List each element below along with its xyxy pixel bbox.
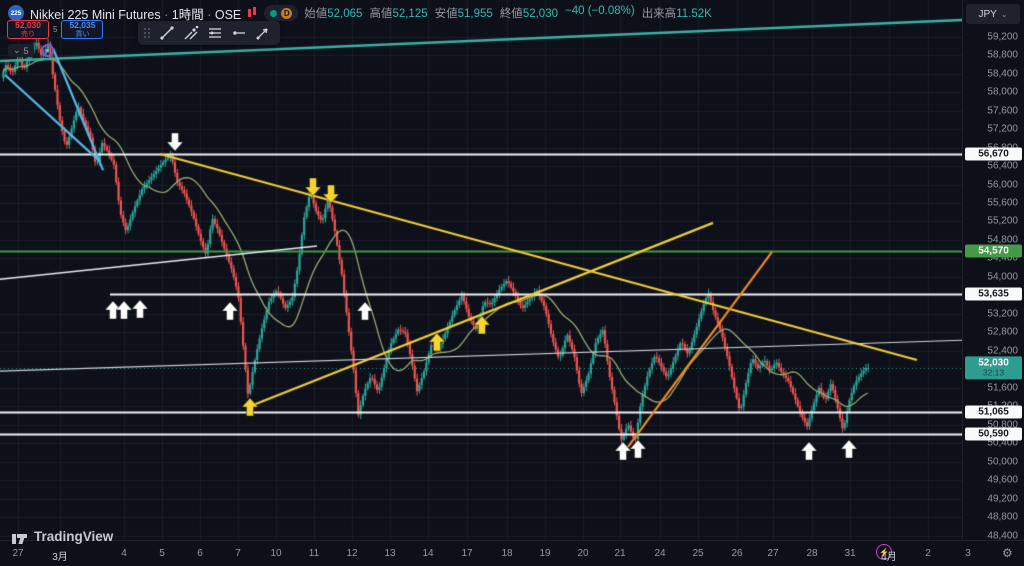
open-value: 52,065 <box>327 8 363 20</box>
price-tick-label: 52,400 <box>987 345 1018 357</box>
price-tick-label: 52,800 <box>987 326 1018 338</box>
trend-angle-tool[interactable] <box>180 23 202 43</box>
price-tick-label: 54,800 <box>987 234 1018 246</box>
exchange-label: OSE <box>214 7 242 22</box>
time-tick-label: 20 <box>577 548 589 559</box>
time-tick-label: 28 <box>806 548 818 559</box>
price-level-label: 54,570 <box>965 244 1022 258</box>
time-axis[interactable]: ⚡ ⚙ 27 3月 4 5 6 7 10 11 12 13 14 17 18 19 20 21 24 25 26 27… <box>0 540 1024 566</box>
price-tick-label: 48,800 <box>987 511 1018 523</box>
price-level-label: 50,590 <box>965 427 1022 441</box>
lightning-mode-button[interactable]: ⚡ <box>876 544 892 560</box>
time-tick-label: 26 <box>731 548 743 559</box>
price-tick-label: 49,200 <box>987 493 1018 505</box>
currency-selector[interactable]: JPY ⌄ <box>966 4 1020 24</box>
time-tick-label: 2 <box>925 548 931 559</box>
volume-value: 11.52K <box>676 8 712 20</box>
data-status-pill[interactable]: D <box>264 5 299 21</box>
symbol-title[interactable]: Nikkei 225 Mini Futures · 1時間 · OSE <box>30 7 242 22</box>
time-tick-label: 7 <box>235 548 241 559</box>
interval-label: 1時間 <box>171 7 204 22</box>
indicator-icon[interactable] <box>40 44 54 57</box>
price-level-label: 51,065 <box>965 405 1022 419</box>
price-tick-label: 48,400 <box>987 530 1018 542</box>
price-tick-label: 57,600 <box>987 105 1018 117</box>
price-tick-label: 56,000 <box>987 179 1018 191</box>
time-tick-label: 14 <box>422 548 434 559</box>
price-tick-label: 53,200 <box>987 308 1018 320</box>
price-tick-label: 50,800 <box>987 419 1018 431</box>
price-tick-label: 54,400 <box>987 252 1018 264</box>
time-tick-label: 21 <box>614 548 626 559</box>
symbol-legend: 225 Nikkei 225 Mini Futures · 1時間 · OSE … <box>8 4 712 22</box>
realtime-dot-icon <box>270 9 278 17</box>
price-tick-label: 59,200 <box>987 31 1018 43</box>
time-tick-label: 17 <box>461 548 473 559</box>
price-tick-label: 58,000 <box>987 86 1018 98</box>
price-tick-label: 55,200 <box>987 215 1018 227</box>
price-level-label: 56,670 <box>965 147 1022 161</box>
close-value: 52,030 <box>522 8 558 20</box>
price-tick-label: 56,400 <box>987 160 1018 172</box>
time-tick-label: 19 <box>539 548 551 559</box>
time-tick-label: 4 <box>121 548 127 559</box>
time-tick-label: 5 <box>159 548 165 559</box>
horizontal-line-tool[interactable] <box>204 23 226 43</box>
current-price-label: 52,030 32:13 <box>965 356 1022 380</box>
low-value: 51,955 <box>457 8 493 20</box>
time-tick-label: 11 <box>308 548 320 559</box>
time-tick-label: 3月 <box>52 552 68 563</box>
symbol-logo-icon: 225 <box>8 5 24 21</box>
price-axis[interactable]: JPY ⌄ 59,200 58,800 58,400 58,000 57,600 57,2… <box>962 0 1024 542</box>
price-tick-label: 58,400 <box>987 68 1018 80</box>
time-tick-label: 31 <box>844 548 856 559</box>
ohlc-legend: 始値52,065 高値52,125 安値51,955 終値52,030 −40 … <box>304 5 712 20</box>
price-tick-label: 58,800 <box>987 49 1018 61</box>
collapsed-indicators-chip[interactable]: ⌄ 5 <box>8 44 34 57</box>
time-tick-label: 25 <box>692 548 704 559</box>
price-tick-label: 51,600 <box>987 382 1018 394</box>
time-tick-label: 12 <box>346 548 358 559</box>
price-tick-label: 49,600 <box>987 474 1018 486</box>
drag-handle-icon[interactable] <box>144 28 150 38</box>
price-tick-label: 54,000 <box>987 271 1018 283</box>
chevron-down-icon: ⌄ <box>13 45 21 55</box>
legend-chip-row: ⌄ 5 <box>8 44 54 57</box>
trade-panel: 52,030 売り 5 52,035 買い <box>7 20 104 39</box>
chevron-down-icon: ⌄ <box>1000 9 1008 19</box>
time-tick-label: 10 <box>270 548 282 559</box>
change-value: −40 (−0.08%) <box>565 5 635 17</box>
buy-button[interactable]: 52,035 買い <box>61 20 104 39</box>
sell-button[interactable]: 52,030 売り <box>7 20 49 39</box>
price-tick-label: 57,200 <box>987 123 1018 135</box>
delayed-data-badge: D <box>281 7 293 19</box>
horizontal-ray-tool[interactable] <box>228 23 250 43</box>
price-tick-label: 55,600 <box>987 197 1018 209</box>
high-value: 52,125 <box>392 8 428 20</box>
time-tick-label: 6 <box>197 548 203 559</box>
time-tick-label: 27 <box>12 548 24 559</box>
time-tick-label: 27 <box>767 548 779 559</box>
gear-icon[interactable]: ⚙ <box>1002 546 1013 560</box>
time-tick-label: 3 <box>965 548 971 559</box>
time-tick-label: 18 <box>501 548 513 559</box>
drawing-toolbar <box>138 21 280 45</box>
price-tick-label: 50,000 <box>987 456 1018 468</box>
price-level-label: 53,635 <box>965 287 1022 301</box>
price-tick-label: 50,400 <box>987 437 1018 449</box>
time-tick-label: 13 <box>384 548 396 559</box>
arrow-line-tool[interactable] <box>252 23 274 43</box>
time-tick-label: 4月 <box>881 552 897 563</box>
tradingview-logo[interactable]: TradingView <box>12 529 113 544</box>
time-tick-label: 24 <box>654 548 666 559</box>
trend-line-tool[interactable] <box>156 23 178 43</box>
tradingview-mark-icon <box>12 530 28 544</box>
spread-value: 5 <box>53 25 58 34</box>
chart-canvas[interactable] <box>0 0 962 540</box>
red-candles-icon <box>247 7 258 19</box>
